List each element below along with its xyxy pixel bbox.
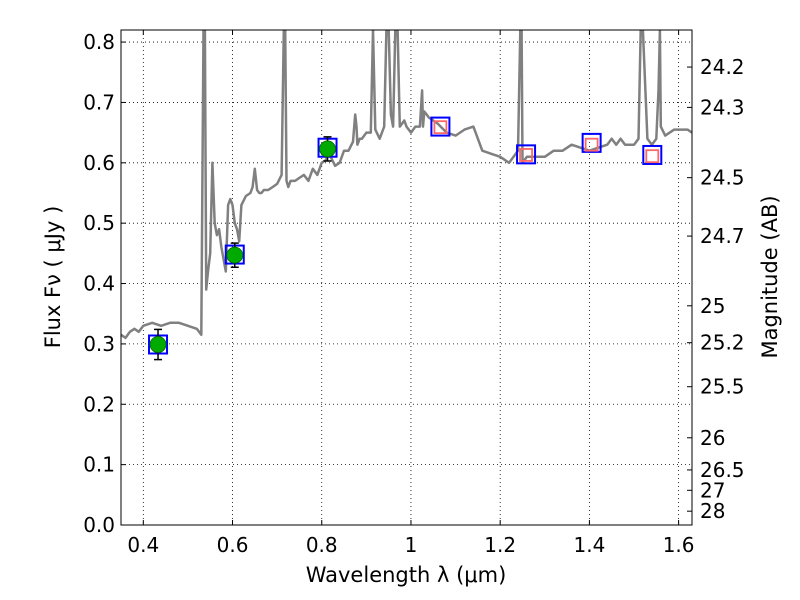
y-tick-label: 0.2 xyxy=(83,392,115,416)
magnitude-tick-label: 24.5 xyxy=(700,166,745,190)
magnitude-tick-label: 25 xyxy=(700,294,725,318)
model-flux-square xyxy=(581,132,602,153)
x-tick-label: 0.8 xyxy=(306,533,338,557)
grid-lines xyxy=(121,30,692,526)
x-tick-label: 1.2 xyxy=(484,533,516,557)
right-axis-label: Magnitude (AB) xyxy=(758,195,782,358)
y-tick-label: 0.4 xyxy=(83,272,115,296)
y-tick-label: 0.0 xyxy=(83,513,115,537)
y-tick-label: 0.7 xyxy=(83,90,115,114)
x-tick-label: 0.6 xyxy=(217,533,249,557)
model-flux-square xyxy=(642,144,663,165)
x-tick-label: 1.6 xyxy=(663,533,695,557)
magnitude-tick-label: 27 xyxy=(700,478,725,502)
magnitude-tick-label: 26.5 xyxy=(700,458,745,482)
axis-ticks: 0.4 0.6 0.8 1 1.2 1.4 1.6 0.0 0.1 0.2 0.3 0.4 0.5 0.6… xyxy=(83,30,745,557)
upper-limit-square xyxy=(584,137,599,152)
x-axis-label: Wavelength λ (μm) xyxy=(306,563,507,587)
observed-flux-point xyxy=(149,336,167,353)
x-tick-label: 1 xyxy=(405,533,418,557)
x-tick-label: 0.4 xyxy=(127,533,159,557)
magnitude-tick-label: 24.3 xyxy=(700,95,745,119)
y-tick-label: 0.6 xyxy=(83,151,115,175)
magnitude-tick-label: 24.7 xyxy=(700,224,745,248)
model-flux-square xyxy=(430,116,451,137)
observed-flux-point xyxy=(226,246,244,264)
model-flux-square xyxy=(516,144,537,165)
y-tick-label: 0.1 xyxy=(83,453,115,477)
observed-flux-point xyxy=(319,140,336,158)
upper-limit-square xyxy=(645,149,660,164)
upper-limit-square xyxy=(433,120,448,135)
y-tick-label: 0.3 xyxy=(83,332,115,356)
magnitude-tick-label: 24.2 xyxy=(700,55,745,79)
x-tick-label: 1.4 xyxy=(573,533,605,557)
magnitude-tick-label: 26 xyxy=(700,426,725,450)
upper-limit-square xyxy=(519,148,533,162)
plot-content xyxy=(121,30,692,361)
magnitude-tick-label: 25.5 xyxy=(700,375,745,399)
y-tick-label: 0.8 xyxy=(83,30,115,54)
magnitude-tick-label: 28 xyxy=(700,499,725,523)
y-axis-label: Flux Fν ( μJy ) xyxy=(41,206,65,349)
plot-frame xyxy=(120,29,693,526)
magnitude-tick-label: 25.2 xyxy=(700,331,745,355)
y-tick-label: 0.5 xyxy=(83,211,115,235)
